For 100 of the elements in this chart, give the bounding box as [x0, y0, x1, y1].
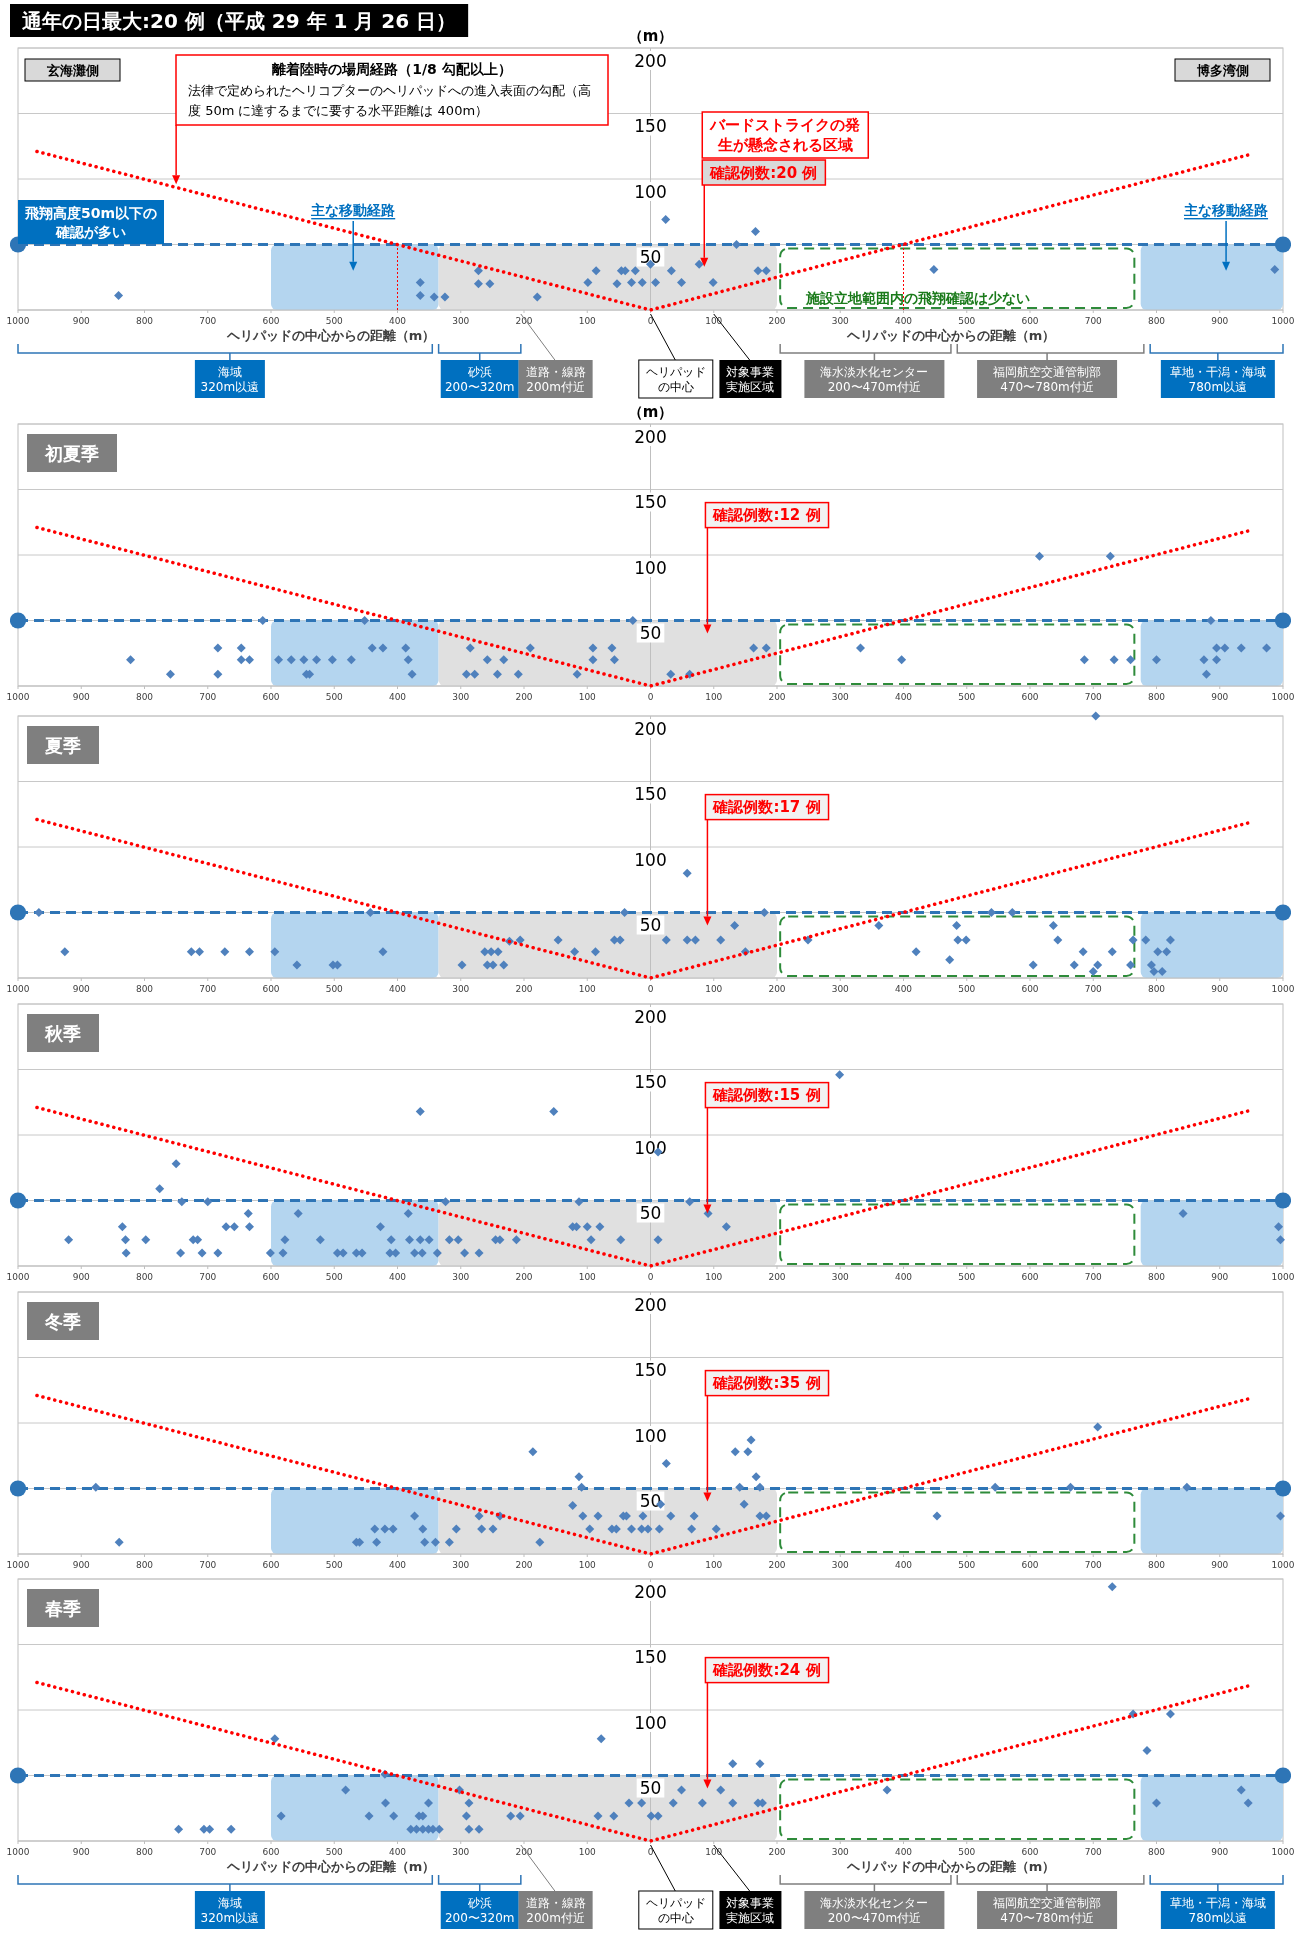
- x-tick-label: 300: [831, 316, 850, 326]
- text: 初夏季: [44, 442, 99, 464]
- x-tick-label: 700: [1084, 1272, 1103, 1282]
- x-tick-label: 800: [135, 984, 154, 994]
- x-tick-label: 800: [135, 1272, 154, 1282]
- x-tick-label: 900: [1211, 984, 1229, 994]
- x-tick-label: 400: [894, 316, 913, 326]
- x-tick-label: 600: [1021, 1560, 1039, 1570]
- x-tick-label: 0: [647, 316, 654, 326]
- x-tick-label: 900: [72, 1272, 91, 1282]
- x-tick-label: 100: [578, 984, 597, 994]
- annotation: 施設立地範囲内の飛翔確認は少ない: [805, 290, 1030, 306]
- x-tick-label: 900: [1211, 1272, 1229, 1282]
- x-tick-label: 700: [199, 984, 217, 994]
- x-tick-label: 700: [199, 1272, 217, 1282]
- x-tick-label: 100: [705, 984, 723, 994]
- y-tick-label: 150: [634, 784, 667, 804]
- x-tick-label: 500: [325, 984, 344, 994]
- x-tick-label: 100: [578, 1847, 597, 1857]
- x-tick-label: 500: [325, 1847, 344, 1857]
- annotation: 確認例数:35 例: [712, 1374, 821, 1393]
- x-tick-label: 400: [388, 984, 407, 994]
- y-tick-label: 50: [639, 1203, 662, 1223]
- x-tick-label: 1000: [1271, 1847, 1295, 1857]
- y-tick-label: 200: [634, 426, 667, 447]
- x-tick-label: 100: [578, 1272, 597, 1282]
- x-tick-label: 300: [452, 1847, 470, 1857]
- x-tick-label: 300: [452, 1272, 470, 1282]
- x-tick-label: 800: [1147, 692, 1166, 702]
- text: 対象事業実施区域: [726, 1895, 775, 1925]
- x-tick-label: 400: [388, 1560, 407, 1570]
- x-tick-label: 500: [958, 692, 976, 702]
- text: 草地・干潟・海域 780m以遠: [1169, 1895, 1266, 1925]
- x-tick-label: 1000: [1271, 692, 1295, 702]
- x-tick-label: 1000: [6, 1560, 30, 1570]
- x-tick-label: 700: [1084, 984, 1103, 994]
- x-tick-label: 500: [325, 692, 344, 702]
- text: ヘリパッドの中心からの距離（m）: [225, 1858, 436, 1874]
- text: 道路・線路 200m付近: [525, 1895, 586, 1925]
- y-tick-label: 100: [634, 849, 667, 870]
- text: 海域 320m以遠: [200, 1895, 260, 1925]
- x-tick-label: 300: [452, 692, 470, 702]
- x-tick-label: 400: [894, 984, 913, 994]
- x-tick-label: 600: [262, 1847, 280, 1857]
- y-tick-label: 150: [634, 1360, 667, 1380]
- text: 秋季: [44, 1022, 81, 1044]
- x-tick-label: 900: [72, 1847, 91, 1857]
- y-tick-label: 200: [634, 50, 667, 71]
- y-axis-title: （m）: [627, 403, 674, 421]
- x-tick-label: 600: [1021, 692, 1039, 702]
- x-tick-label: 700: [1084, 316, 1103, 326]
- x-tick-label: 500: [325, 316, 344, 326]
- annotation: 確認例数:12 例: [712, 506, 821, 525]
- x-tick-label: 1000: [1271, 1272, 1295, 1282]
- text: 福岡航空交通管制部 470〜780m付近: [993, 364, 1102, 394]
- x-tick-label: 900: [72, 1560, 91, 1570]
- x-tick-label: 800: [1147, 316, 1166, 326]
- annotation: 博多湾側: [1195, 62, 1249, 78]
- x-tick-label: 0: [647, 1272, 654, 1282]
- x-tick-label: 500: [958, 1847, 976, 1857]
- x-tick-label: 900: [1211, 316, 1229, 326]
- x-tick-label: 800: [135, 1847, 154, 1857]
- x-tick-label: 300: [831, 692, 850, 702]
- annotation: 離着陸時の場周経路（1/8 勾配以上）: [271, 61, 512, 77]
- y-tick-label: 100: [634, 557, 667, 578]
- y-tick-label: 50: [639, 247, 662, 267]
- y-tick-label: 50: [639, 1778, 662, 1798]
- x-tick-label: 500: [958, 984, 976, 994]
- text: 海水淡水化センター 200〜470m付近: [820, 364, 929, 394]
- text: ヘリパッドの中心からの距離（m）: [845, 1858, 1056, 1874]
- annotation: 確認例数:20 例: [709, 163, 818, 182]
- x-tick-label: 0: [647, 1560, 654, 1570]
- y-tick-label: 50: [639, 915, 662, 935]
- x-tick-label: 0: [647, 1847, 654, 1857]
- y-tick-label: 200: [634, 1581, 667, 1602]
- x-tick-label: 100: [705, 1560, 723, 1570]
- annotation: 法律で定められたヘリコプターのヘリパッドへの進入表面の勾配（高度 50m に達するまでに要する水平距離は 400m）: [188, 82, 591, 118]
- x-tick-label: 800: [1147, 1847, 1166, 1857]
- text: 春季: [44, 1597, 81, 1619]
- x-tick-label: 300: [831, 1560, 850, 1570]
- x-tick-label: 200: [515, 1847, 533, 1857]
- x-tick-label: 1000: [1271, 316, 1295, 326]
- annotation: 確認例数:17 例: [712, 798, 821, 817]
- x-tick-label: 400: [388, 692, 407, 702]
- x-tick-label: 700: [199, 692, 217, 702]
- x-tick-label: 300: [452, 1560, 470, 1570]
- x-tick-label: 700: [199, 316, 217, 326]
- x-tick-label: 200: [515, 692, 533, 702]
- annotation: 飛翔高度50m以下の確認が多い: [23, 204, 158, 240]
- x-tick-label: 300: [831, 984, 850, 994]
- x-tick-label: 600: [1021, 1847, 1039, 1857]
- x-tick-label: 200: [768, 1847, 786, 1857]
- x-tick-label: 400: [894, 1560, 913, 1570]
- x-tick-label: 400: [894, 1847, 913, 1857]
- x-tick-label: 100: [578, 692, 597, 702]
- x-tick-label: 600: [262, 316, 280, 326]
- x-tick-label: 100: [578, 316, 597, 326]
- text: ヘリパッドの中心からの距離（m）: [225, 327, 436, 343]
- x-tick-label: 1000: [6, 984, 30, 994]
- x-tick-label: 100: [578, 1560, 597, 1570]
